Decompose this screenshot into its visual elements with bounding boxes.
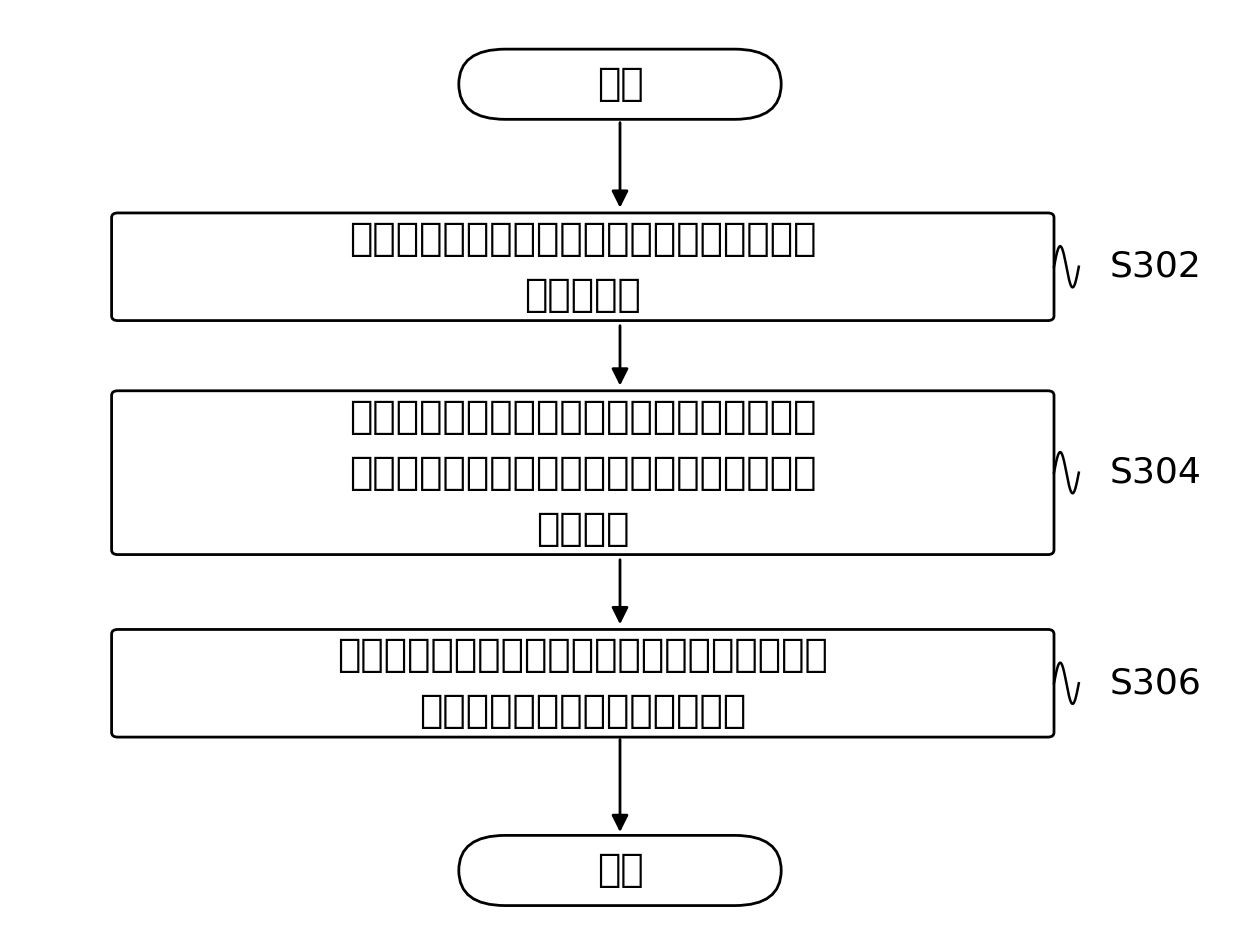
FancyBboxPatch shape bbox=[459, 49, 781, 119]
Text: 结束: 结束 bbox=[596, 852, 644, 889]
FancyBboxPatch shape bbox=[112, 213, 1054, 320]
Text: S306: S306 bbox=[1110, 666, 1202, 700]
FancyBboxPatch shape bbox=[112, 629, 1054, 738]
Text: 控制定植部沿第三预设方向回缩预设长度，继续
控制移动部沿第一预设方向移动: 控制定植部沿第三预设方向回缩预设长度，继续 控制移动部沿第一预设方向移动 bbox=[337, 636, 828, 730]
FancyBboxPatch shape bbox=[459, 835, 781, 906]
Text: S302: S302 bbox=[1110, 250, 1202, 284]
Text: 开始: 开始 bbox=[596, 66, 644, 103]
Text: S304: S304 bbox=[1110, 456, 1202, 490]
Text: 当移动部移动至定植位置时，控制定植机的定
植部沿第二预设方向伸出预设长度，转动定植
机的挡板: 当移动部移动至定植位置时，控制定植机的定 植部沿第二预设方向伸出预设长度，转动定… bbox=[348, 398, 817, 548]
Text: 接收工作指令，控制定植机的移动部沿第一预
设方向移动: 接收工作指令，控制定植机的移动部沿第一预 设方向移动 bbox=[348, 220, 817, 314]
FancyBboxPatch shape bbox=[112, 390, 1054, 554]
